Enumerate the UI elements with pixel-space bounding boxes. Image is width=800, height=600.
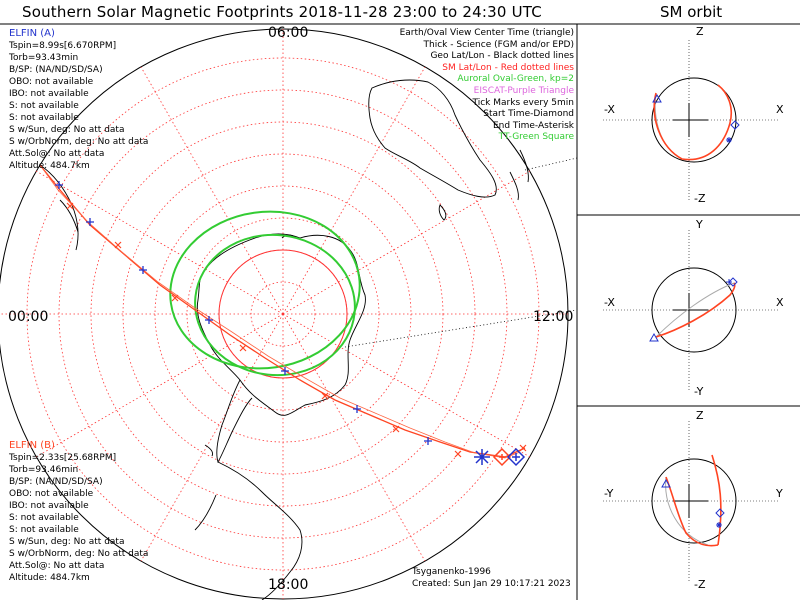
legend-item: SM Lat/Lon - Red dotted lines <box>442 62 574 73</box>
panel2-left-label: -X <box>604 296 615 309</box>
legend-item: End Time-Asterisk <box>492 120 574 131</box>
model-label: Tsyganenko-1996 <box>412 567 491 577</box>
orbit-panel-xy <box>603 230 778 390</box>
panel1-right-label: X <box>776 103 784 116</box>
elfin-b-line: S: not available <box>9 513 79 523</box>
time-label-right: 12:00 <box>533 309 574 325</box>
panel3-bottom-label: -Z <box>694 578 706 591</box>
elfin-b-line: B/SP: (NA/ND/SD/SA) <box>9 477 103 487</box>
end-asterisk-a <box>474 449 490 465</box>
sm-orbit-panels <box>603 40 778 581</box>
elfin-a-line: Tspin=8.99s[6.670RPM] <box>9 41 117 51</box>
elfin-b-name: ELFIN (B) <box>9 440 55 451</box>
legend-item: Geo Lat/Lon - Black dotted lines <box>430 51 574 62</box>
panel2-top-label: Y <box>696 218 703 231</box>
panel3-left-label: -Y <box>604 487 614 500</box>
elfin-a-info: ELFIN (A) Tspin=8.99s[6.670RPM] Torb=93.… <box>9 28 148 172</box>
elfin-b-line: IBO: not available <box>9 501 89 511</box>
elfin-a-line: B/SP: (NA/ND/SD/SA) <box>9 65 103 75</box>
legend: Earth/Oval View Center Time (triangle) T… <box>400 28 574 144</box>
elfin-a-line: S w/Sun, deg: No att data <box>9 125 125 135</box>
elfin-a-line: Torb=93.43min <box>9 53 79 63</box>
elfin-b-track <box>39 164 526 458</box>
panel2-bottom-label: -Y <box>694 385 704 398</box>
elfin-b-ticks <box>66 202 527 458</box>
legend-item: Thick - Science (FGM and/or EPD) <box>423 39 574 50</box>
elfin-a-line: S: not available <box>9 113 79 123</box>
elfin-a-name: ELFIN (A) <box>9 28 55 39</box>
start-diamond-a <box>506 447 526 467</box>
elfin-b-line: Altitude: 484.7km <box>9 573 90 583</box>
legend-item: Earth/Oval View Center Time (triangle) <box>399 28 574 38</box>
elfin-b-line: Torb=93.46min <box>9 465 79 475</box>
elfin-a-line: IBO: not available <box>9 89 89 99</box>
panel1-bottom-label: -Z <box>694 192 706 205</box>
sm-lon-lines <box>0 29 568 599</box>
time-label-bottom: 18:00 <box>268 577 309 593</box>
elfin-b-line: OBO: not available <box>9 489 94 499</box>
elfin-a-line: S: not available <box>9 101 79 111</box>
panel3-top-label: Z <box>696 409 704 422</box>
time-label-top: 06:00 <box>268 25 309 41</box>
elfin-a-track <box>39 164 521 459</box>
legend-item: EISCAT-Purple Triangle <box>473 85 574 96</box>
elfin-b-line: S: not available <box>9 525 79 535</box>
orbit-title: SM orbit <box>660 3 723 21</box>
panel1-left-label: -X <box>604 103 615 116</box>
elfin-a-line: Att.Sol@: No att data <box>9 149 105 159</box>
panel1-top-label: Z <box>696 25 704 38</box>
elfin-b-line: Att.Sol@: No att data <box>9 561 105 571</box>
orbit-panel-xz <box>603 40 778 200</box>
elfin-b-line: S w/Sun, deg: No att data <box>9 537 125 547</box>
start-diamond-b <box>492 447 512 467</box>
orbit-panel-yz <box>603 421 778 581</box>
page-title: Southern Solar Magnetic Footprints 2018-… <box>22 3 542 21</box>
coastlines <box>39 79 529 600</box>
auroral-oval <box>169 210 361 377</box>
elfin-a-line: OBO: not available <box>9 77 94 87</box>
elfin-a-line: Altitude: 484.7km <box>9 161 90 171</box>
elfin-b-line: Tspin=2.33s[25.68RPM] <box>9 453 117 463</box>
elfin-a-line: S w/OrbNorm, deg: No att data <box>9 137 149 147</box>
created-label: Created: Sun Jan 29 10:17:21 2023 <box>412 579 571 589</box>
elfin-b-info: ELFIN (B) Tspin=2.33s[25.68RPM] Torb=93.… <box>9 440 148 584</box>
legend-item: TT-Green Square <box>498 132 574 143</box>
elfin-b-line: S w/OrbNorm, deg: No att data <box>9 549 149 559</box>
panel3-right-label: Y <box>776 487 783 500</box>
legend-item: Auroral Oval-Green, kp=2 <box>457 74 574 85</box>
legend-item: Start Time-Diamond <box>483 109 574 120</box>
geo-lon-line <box>344 309 577 348</box>
elfin-a-ticks <box>55 181 432 445</box>
time-label-left: 00:00 <box>8 309 49 325</box>
panel2-right-label: X <box>776 296 784 309</box>
legend-item: Tick Marks every 5min <box>472 97 574 108</box>
